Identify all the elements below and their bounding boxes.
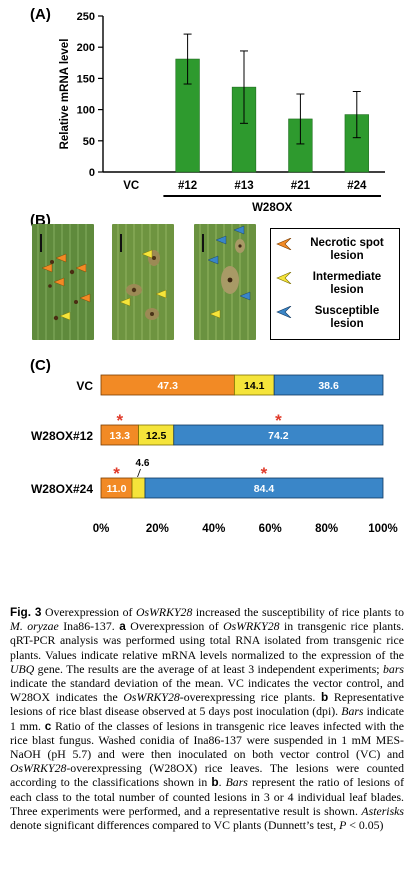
x-tick-label: 60% bbox=[259, 523, 282, 535]
leaf-photo-intermediate bbox=[112, 224, 174, 340]
category-label: W28OX#12 bbox=[31, 429, 93, 443]
group-label: W28OX bbox=[252, 202, 293, 214]
x-tick-label: 100% bbox=[368, 523, 397, 535]
x-tick-label: #21 bbox=[291, 180, 311, 192]
data-label: 13.3 bbox=[110, 430, 131, 442]
significance-asterisk: * bbox=[113, 464, 120, 483]
data-label: 4.6 bbox=[136, 458, 150, 469]
y-tick-label: 250 bbox=[77, 11, 95, 23]
category-label: W28OX#24 bbox=[31, 482, 93, 496]
x-tick-label: 40% bbox=[202, 523, 225, 535]
y-tick-label: 50 bbox=[83, 136, 95, 148]
x-tick-label: VC bbox=[123, 180, 139, 192]
data-label: 84.4 bbox=[254, 483, 275, 495]
lesion-legend: Necrotic spot lesion Intermediate lesion… bbox=[270, 228, 400, 340]
stacked-bar-segment bbox=[273, 374, 384, 396]
y-tick-label: 0 bbox=[89, 167, 95, 179]
data-label: 38.6 bbox=[318, 380, 339, 392]
data-label: 11.0 bbox=[107, 483, 127, 495]
blue-arrow-icon bbox=[276, 306, 292, 318]
panel-c-label: (C) bbox=[30, 357, 51, 374]
stacked-bar-segment bbox=[173, 424, 384, 446]
y-tick-label: 200 bbox=[77, 42, 95, 54]
data-label: 47.3 bbox=[157, 380, 178, 392]
y-tick-label: 150 bbox=[77, 73, 95, 85]
data-label: 12.5 bbox=[146, 430, 167, 442]
y-axis-label: Relative mRNA level bbox=[59, 39, 71, 150]
y-tick-label: 100 bbox=[77, 105, 95, 117]
category-label: VC bbox=[76, 379, 93, 393]
orange-arrow-icon bbox=[276, 238, 292, 250]
data-label: 14.1 bbox=[244, 380, 265, 392]
leaf-photo-susceptible bbox=[194, 224, 256, 340]
x-tick-label: 0% bbox=[93, 523, 110, 535]
significance-asterisk: * bbox=[261, 464, 268, 483]
x-tick-label: 20% bbox=[146, 523, 169, 535]
x-tick-label: 80% bbox=[315, 523, 338, 535]
figure-caption: Fig. 3 Overexpression of OsWRKY28 increa… bbox=[10, 605, 405, 833]
yellow-arrow-icon bbox=[276, 272, 292, 284]
mrna-bar-chart: 0 50 100 150 200 250 Relative mRNA level VC #12 #… bbox=[59, 11, 385, 214]
stacked-bar-segment bbox=[131, 477, 146, 499]
x-tick-label: #13 bbox=[234, 180, 253, 192]
data-label: 74.2 bbox=[268, 430, 289, 442]
significance-asterisk: * bbox=[275, 411, 282, 430]
leaf-photo-necrotic bbox=[32, 224, 94, 340]
data-label-leader bbox=[137, 468, 141, 478]
panel-a-label: (A) bbox=[30, 6, 51, 23]
x-tick-label: #12 bbox=[178, 180, 197, 192]
x-tick-label: #24 bbox=[347, 180, 367, 192]
significance-asterisk: * bbox=[116, 411, 123, 430]
stacked-bar-segment bbox=[144, 477, 384, 499]
